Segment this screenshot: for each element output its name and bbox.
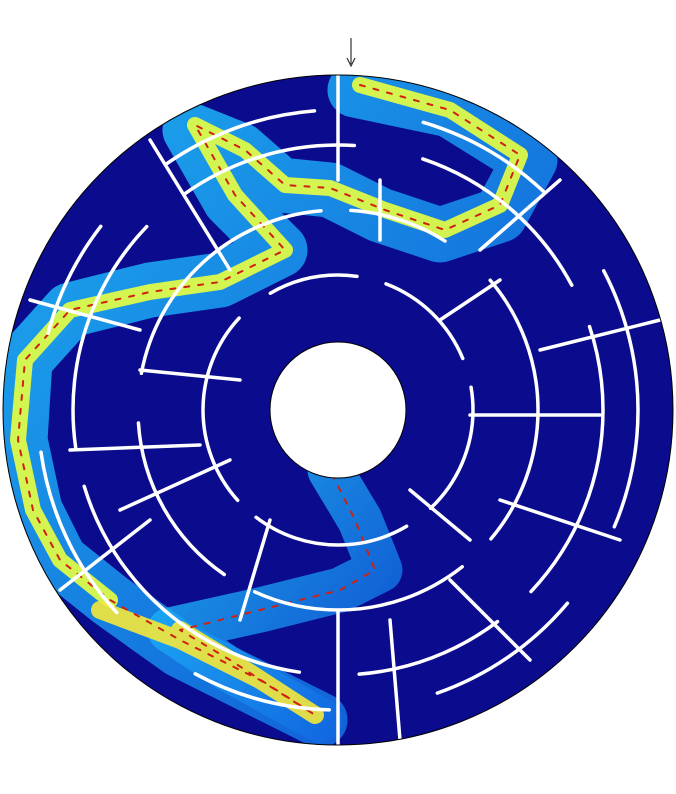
flow-field <box>2 75 558 745</box>
flow-arrows <box>17 84 521 716</box>
radial-wall <box>28 298 142 332</box>
radial-wall <box>478 178 562 252</box>
ring-wall <box>201 273 475 547</box>
radial-wall <box>408 488 472 542</box>
radial-walls <box>28 75 662 745</box>
radial-wall <box>138 368 242 382</box>
outer-edge <box>2 74 674 746</box>
radial-wall <box>238 518 272 622</box>
radial-wall <box>388 618 402 742</box>
radial-wall <box>448 578 532 662</box>
center-hole <box>270 342 406 478</box>
inlet-arrow-head <box>346 57 356 68</box>
radial-wall <box>498 498 622 542</box>
radial-wall <box>58 518 152 592</box>
radial-wall <box>438 278 502 322</box>
radial-wall <box>68 443 202 452</box>
maze <box>2 75 673 745</box>
radial-wall <box>538 318 662 352</box>
radial-wall <box>118 458 232 512</box>
radial-wall <box>148 138 232 272</box>
inner-edge <box>269 341 407 479</box>
ring-wall <box>36 108 640 712</box>
